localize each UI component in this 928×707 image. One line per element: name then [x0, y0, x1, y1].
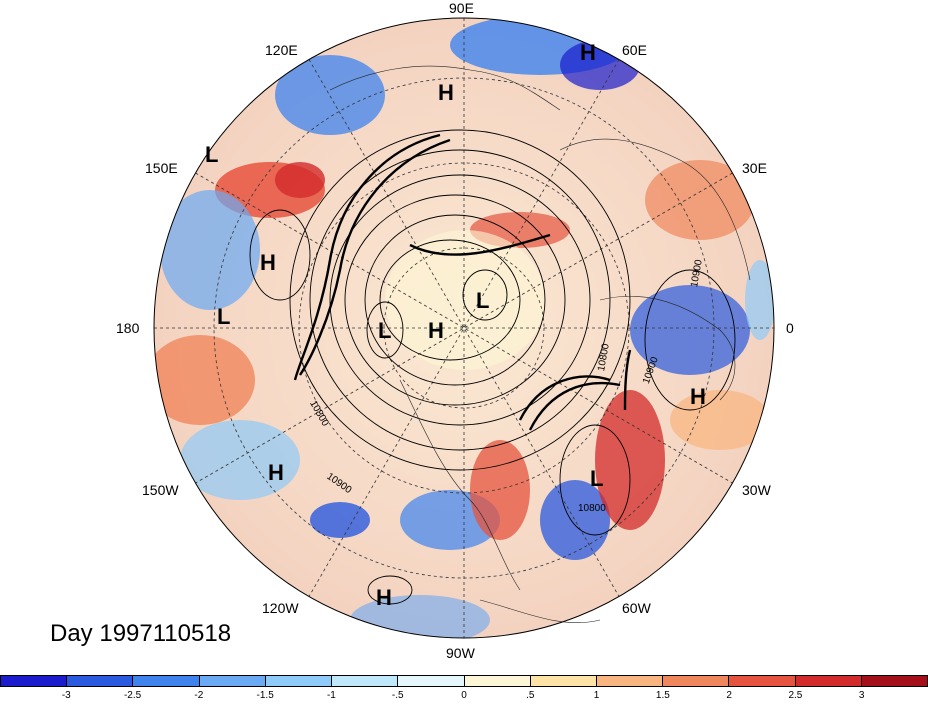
lon-label-30e: 30E	[742, 160, 767, 176]
contour-label: 10800	[578, 503, 606, 514]
colorbar-tick-label: -2	[194, 690, 204, 701]
colorbar-swatch	[595, 675, 663, 687]
colorbar-tick-label: 0	[461, 690, 467, 701]
coastlines	[329, 65, 751, 623]
colorbar-tick-label: 1.5	[655, 690, 670, 701]
lon-label-0: 0	[786, 320, 794, 336]
low-marker: L	[205, 142, 219, 167]
colorbar-tick-label: -1.5	[256, 690, 274, 701]
lon-label-60e: 60E	[622, 42, 647, 58]
colorbar-tick-label: .5	[526, 690, 535, 701]
lon-label-120e: 120E	[265, 42, 298, 58]
lon-label-30w: 30W	[742, 482, 771, 498]
height-contours	[249, 129, 736, 605]
lon-label-150w: 150W	[142, 482, 179, 498]
colorbar-swatch	[463, 675, 530, 687]
low-marker: L	[217, 304, 231, 329]
colorbar-swatch	[728, 675, 795, 687]
colorbar-swatch	[198, 675, 265, 687]
anomaly-field	[154, 18, 774, 638]
high-marker: H	[376, 585, 392, 610]
lon-label-150e: 150E	[145, 160, 178, 176]
high-marker: H	[268, 460, 284, 485]
high-marker: H	[438, 80, 454, 105]
colorbar-swatch	[66, 675, 133, 687]
low-marker: L	[476, 288, 490, 313]
colorbar-swatch	[132, 675, 199, 687]
high-marker: H	[260, 250, 276, 275]
colorbar-swatch	[529, 675, 596, 687]
lon-label-120w: 120W	[262, 600, 299, 616]
high-marker: H	[428, 318, 444, 343]
colorbar-tick-label: -1	[326, 690, 336, 701]
day-label: Day 1997110518	[50, 620, 232, 647]
lon-label-60w: 60W	[622, 600, 651, 616]
colorbar-swatch	[662, 675, 729, 687]
colorbar-tick-label: 2.5	[788, 690, 803, 701]
high-marker: H	[690, 384, 706, 409]
colorbar-tick-label: 1	[593, 690, 600, 701]
lon-label-90e: 90E	[449, 0, 474, 16]
graticule	[154, 18, 774, 638]
low-marker: L	[378, 318, 392, 343]
lon-label-180: 180	[116, 320, 140, 336]
colorbar-tick-label: 2	[726, 690, 732, 701]
colorbar-swatch	[331, 675, 398, 687]
colorbar-swatch	[0, 675, 67, 687]
colorbar-swatch	[860, 675, 928, 687]
jet-contours	[293, 133, 632, 431]
colorbar-tick-label: 3	[858, 690, 865, 701]
colorbar-tick-label: -.5	[391, 690, 404, 701]
colorbar-swatch	[794, 675, 861, 687]
colorbar-swatch	[397, 675, 464, 687]
colorbar-tick-labels: -3 -2.5 -2 -1.5 -1 -.5 0 .5 1 1.5 2 2.5 3	[0, 690, 928, 702]
lon-label-90w: 90W	[446, 645, 475, 661]
map-boundary	[153, 17, 775, 639]
colorbar	[0, 675, 928, 689]
colorbar-tick-label: -2.5	[123, 690, 142, 701]
low-marker: L	[590, 466, 604, 491]
colorbar-tick-label: -3	[61, 690, 71, 701]
colorbar-swatch	[264, 675, 332, 687]
high-marker: H	[580, 40, 596, 65]
